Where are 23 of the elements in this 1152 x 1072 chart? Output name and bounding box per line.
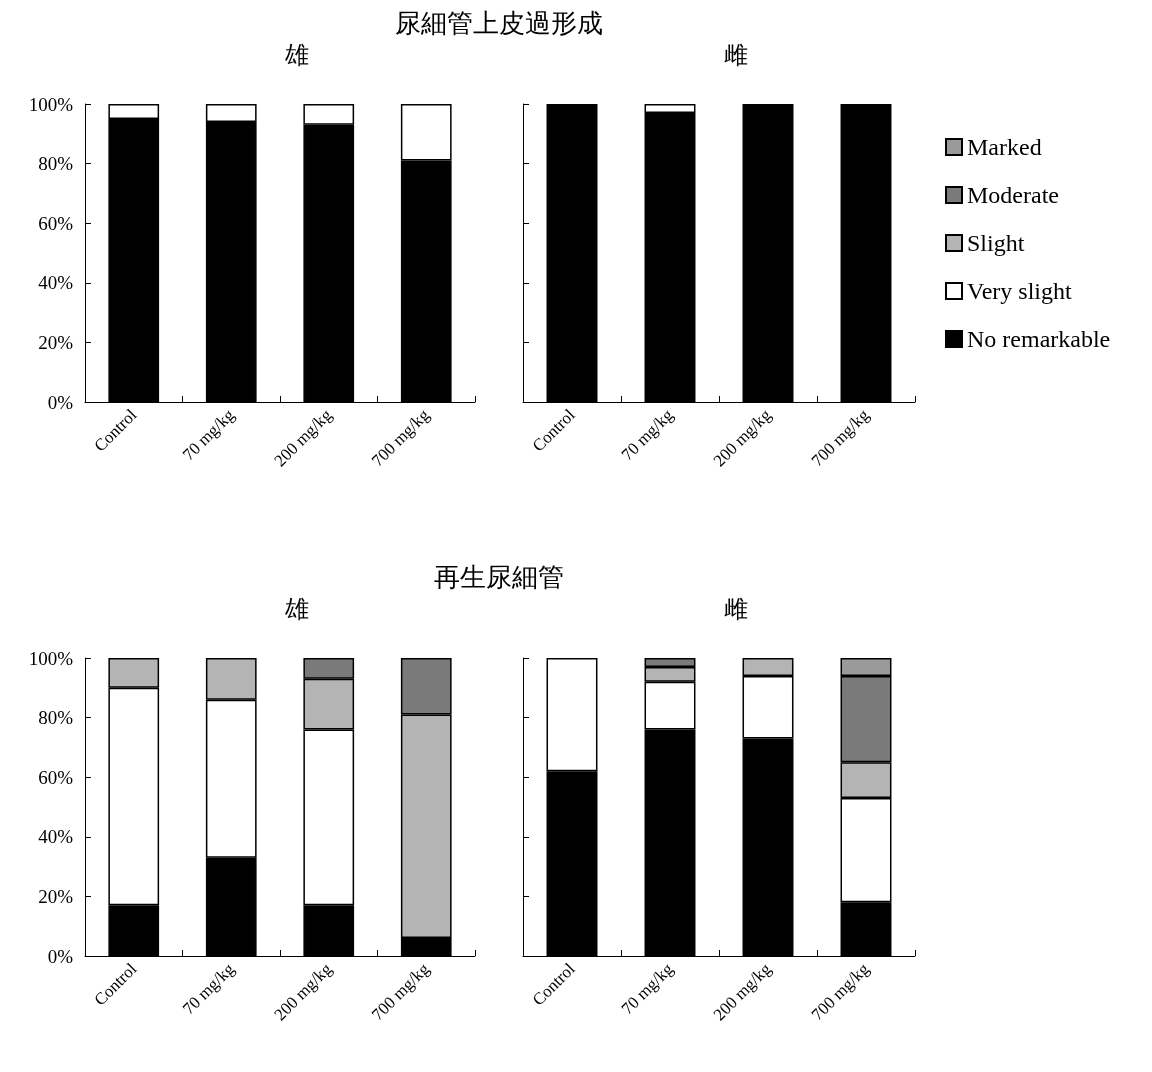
y-tick-label: 20% <box>38 885 74 907</box>
y-tick-label: 60% <box>38 212 74 234</box>
y-tick-label: 100% <box>28 93 74 115</box>
y-tick-label: 0% <box>47 391 74 413</box>
chart-subtitle: 雌 <box>724 595 748 623</box>
y-tick-label: 100% <box>28 647 74 669</box>
chart-subtitle: 雄 <box>284 595 309 623</box>
chart-subtitle: 雌 <box>724 41 748 69</box>
chart-subtitle: 雄 <box>284 41 309 69</box>
y-tick-label: 20% <box>38 331 74 353</box>
legend-label: Slight <box>967 230 1025 256</box>
y-tick-label: 80% <box>38 707 74 729</box>
chart-title: 尿細管上皮過形成 <box>394 7 604 40</box>
chart-title: 再生尿細管 <box>433 561 565 594</box>
legend-label: Very slight <box>967 278 1072 304</box>
legend-label: Marked <box>967 134 1042 160</box>
legend-label: No remarkable <box>967 326 1111 352</box>
legend-label: Moderate <box>967 182 1059 208</box>
y-tick-label: 80% <box>38 153 74 175</box>
y-tick-label: 0% <box>47 945 74 967</box>
y-tick-label: 60% <box>38 766 74 788</box>
y-tick-label: 40% <box>38 272 74 294</box>
y-tick-label: 40% <box>38 826 74 848</box>
